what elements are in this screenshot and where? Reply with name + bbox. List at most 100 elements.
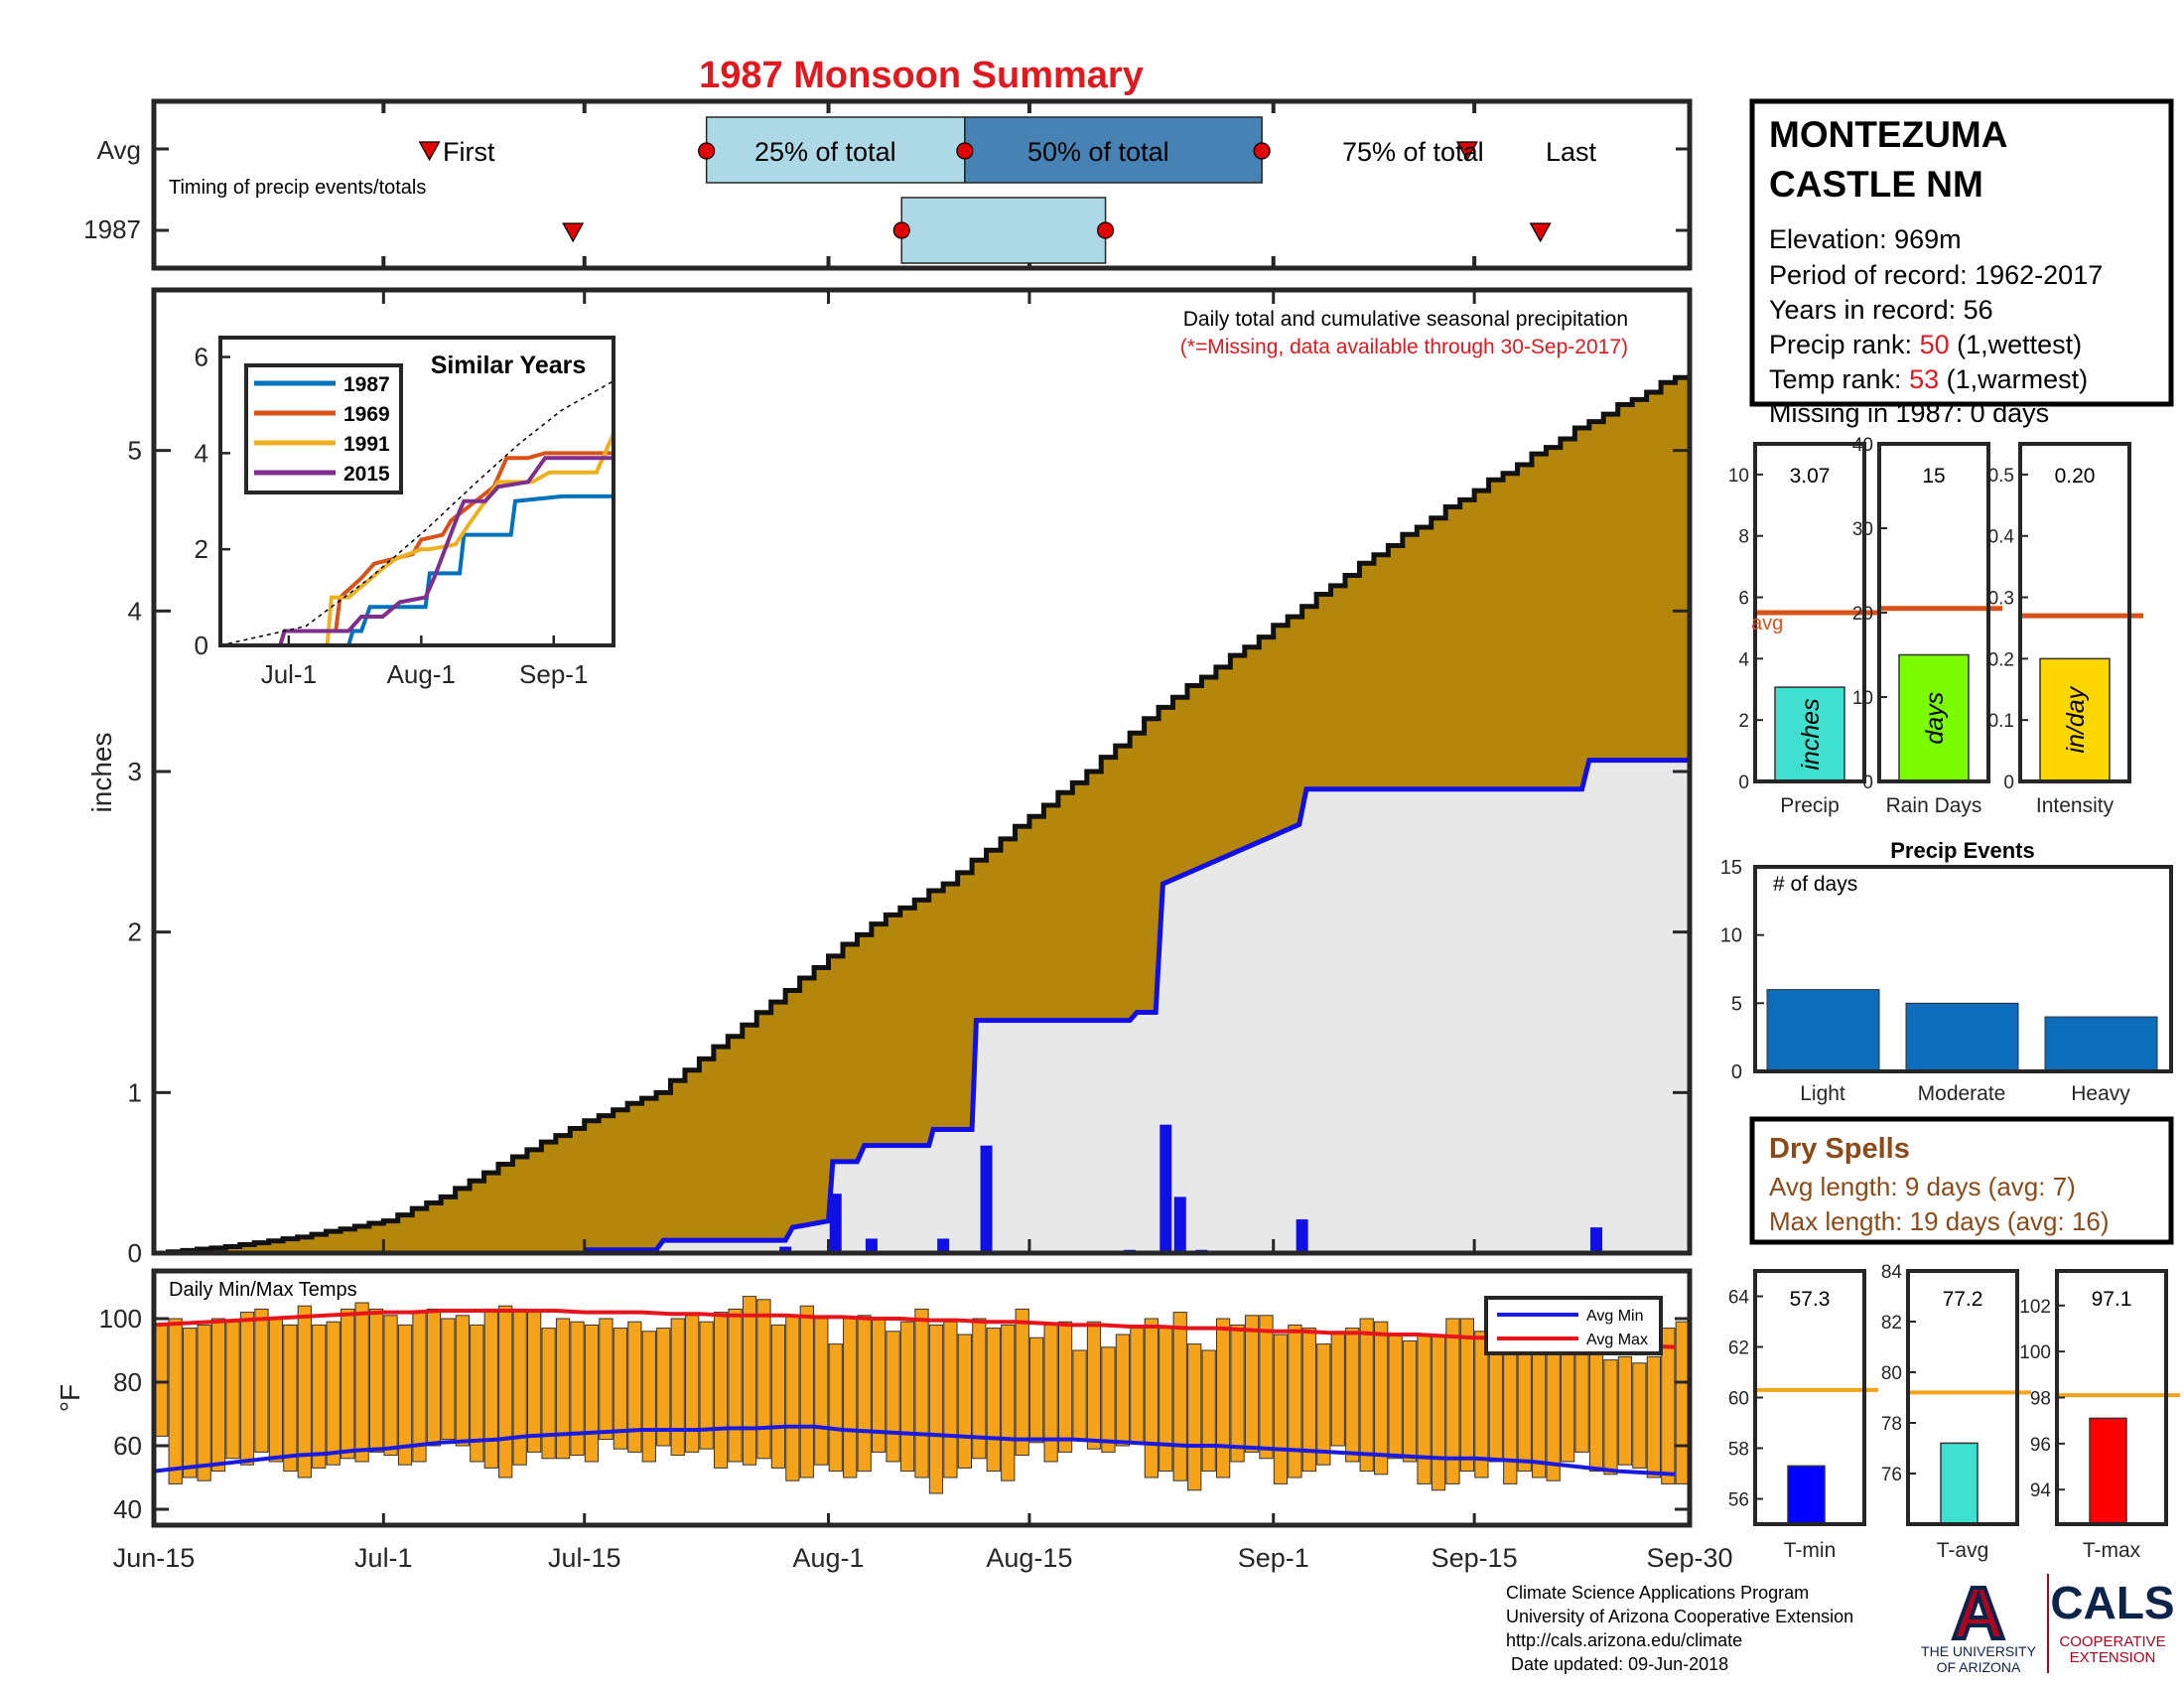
timing-p25-label: 25% of total: [754, 137, 896, 167]
inset-legend-label-2015: 2015: [343, 463, 390, 486]
daily-temp-bar: [1661, 1328, 1676, 1484]
year-last-marker: [1529, 222, 1552, 243]
stat-y-tick-label: 30: [1852, 519, 1873, 540]
precip-rank-label: Precip rank:: [1769, 330, 1912, 359]
avg-min-line: [153, 1424, 1676, 1477]
daily-temp-bar: [972, 1318, 987, 1460]
temps-y-label: °F: [55, 1384, 85, 1412]
avg-max-legend-label: Avg Max: [1586, 1332, 1648, 1348]
timing-first-label: First: [443, 137, 495, 167]
date-axis-label: Aug-1: [792, 1543, 864, 1573]
observed-cumulative-line: [584, 758, 1690, 1253]
avg-q1-box: [705, 116, 966, 184]
cals-logo: CALS COOPERATIVE EXTENSION: [2050, 1577, 2174, 1666]
daily-temp-bar: [412, 1312, 427, 1463]
precip-areas: [154, 369, 1690, 1253]
precip-y-tick-label: 4: [128, 596, 142, 626]
daily-temp-bar: [843, 1318, 858, 1478]
daily-temp-bar: [1301, 1328, 1316, 1473]
daily-temp-bar: [1345, 1328, 1360, 1463]
avg-last-marker: [1455, 141, 1478, 162]
timing-last-label: Last: [1546, 137, 1597, 167]
precip-axis: 0 1 2 3 4 5: [128, 292, 1688, 1268]
stat-bar-0: [1774, 686, 1845, 782]
daily-temp-bar: [1201, 1349, 1216, 1473]
inset-y-tick-label: 2: [195, 534, 208, 564]
temp-stat-y-tick-label: 98: [2030, 1389, 2051, 1410]
daily-temp-bar: [225, 1321, 240, 1460]
daily-temp-bar: [1617, 1355, 1633, 1466]
temps-y-tick-label: 100: [99, 1304, 142, 1334]
daily-precip-bar: [1296, 1219, 1308, 1253]
daily-temp-bar: [1029, 1336, 1044, 1444]
temps-axis: 40 60 80 100: [99, 1304, 1688, 1524]
daily-temp-bar: [1086, 1321, 1102, 1450]
daily-temp-bar: [541, 1328, 556, 1460]
precip-frame: [151, 287, 1693, 1256]
daily-temp-bar: [1115, 1334, 1131, 1447]
year-p25-marker: [892, 221, 910, 239]
daily-temp-bar: [297, 1305, 312, 1478]
daily-temp-bar: [1230, 1324, 1245, 1463]
daily-temp-bar: [470, 1324, 484, 1463]
temp-rank-value: 53: [1909, 364, 1939, 394]
daily-temp-bar: [441, 1318, 456, 1441]
daily-temp-bars: [154, 1296, 1690, 1494]
daily-temp-bar: [555, 1318, 571, 1460]
station-frame: [1749, 98, 2174, 407]
inset-series-1987: [220, 493, 614, 647]
stat-bar-unit: days: [1921, 692, 1949, 745]
temp-stat-y-tick-label: 56: [1728, 1490, 1749, 1511]
temps-chart: 40 60 80 100 Daily Min/Max Temps °F Avg Min…: [55, 1268, 1693, 1528]
daily-temp-bar: [914, 1308, 929, 1478]
date-axis-label: Sep-30: [1646, 1543, 1732, 1573]
daily-temp-bar: [1288, 1324, 1302, 1478]
observed-cumulative-area: [154, 760, 1690, 1253]
timing-ticks: [156, 103, 1688, 266]
footer-line-3: http://cals.arizona.edu/climate: [1506, 1630, 1742, 1650]
events-title: Precip Events: [1890, 838, 2035, 863]
dry-frame: [1749, 1116, 2174, 1245]
daily-temp-bar: [828, 1343, 843, 1473]
daily-temp-bar: [886, 1331, 900, 1463]
inset-avg-line: [219, 380, 614, 646]
daily-temp-bar: [1646, 1355, 1661, 1478]
footer-line-2: University of Arizona Cooperative Extens…: [1506, 1607, 1853, 1626]
station-missing: Missing in 1987: 0 days: [1769, 398, 2049, 428]
daily-temp-bar: [986, 1328, 1001, 1473]
daily-temp-bar: [1359, 1318, 1374, 1473]
precip-y-label: inches: [86, 733, 117, 813]
daily-temp-bar: [770, 1324, 786, 1469]
stat-y-tick-label: 0.4: [1988, 527, 2015, 548]
events-x-label: Light: [1800, 1082, 1845, 1105]
inset-frame: [218, 336, 615, 647]
daily-temp-bar: [613, 1328, 628, 1450]
daily-temp-bar: [254, 1308, 269, 1453]
daily-precip-bar: [1173, 1196, 1186, 1253]
stat-y-tick-label: 10: [1728, 466, 1749, 487]
daily-temp-bar: [154, 1324, 169, 1437]
temp-stat-y-tick-label: 84: [1881, 1262, 1903, 1283]
daily-temp-bar: [699, 1321, 714, 1450]
temp-stat-y-tick-label: 102: [2019, 1297, 2051, 1318]
precip-y-tick-label: 1: [128, 1077, 142, 1107]
cals-line-1: COOPERATIVE: [2059, 1633, 2165, 1650]
daily-precip-bar: [1160, 1124, 1172, 1253]
daily-temp-bar: [1273, 1334, 1289, 1484]
events-y-tick-label: 10: [1720, 925, 1742, 947]
precip-lines: [154, 369, 1693, 1256]
daily-temp-bar: [1101, 1346, 1116, 1453]
inset-axis: 0 2 4 6 Jul-1 Aug-1 Sep-1: [195, 343, 589, 689]
daily-precip-bar: [937, 1238, 950, 1253]
inset-legend-label-1991: 1991: [343, 433, 390, 456]
events-x-label: Heavy: [2071, 1082, 2130, 1105]
daily-temp-bar: [1459, 1318, 1475, 1473]
inset-series-1991: [220, 433, 615, 647]
temps-title: Daily Min/Max Temps: [169, 1279, 357, 1301]
daily-precip-bar: [980, 1145, 993, 1253]
stat-panel-frame: [2018, 442, 2131, 783]
cals-wordmark: CALS: [2050, 1577, 2174, 1628]
temp-stat-label: T-min: [1784, 1539, 1837, 1562]
temp-stat-y-tick-label: 78: [1881, 1414, 1902, 1435]
